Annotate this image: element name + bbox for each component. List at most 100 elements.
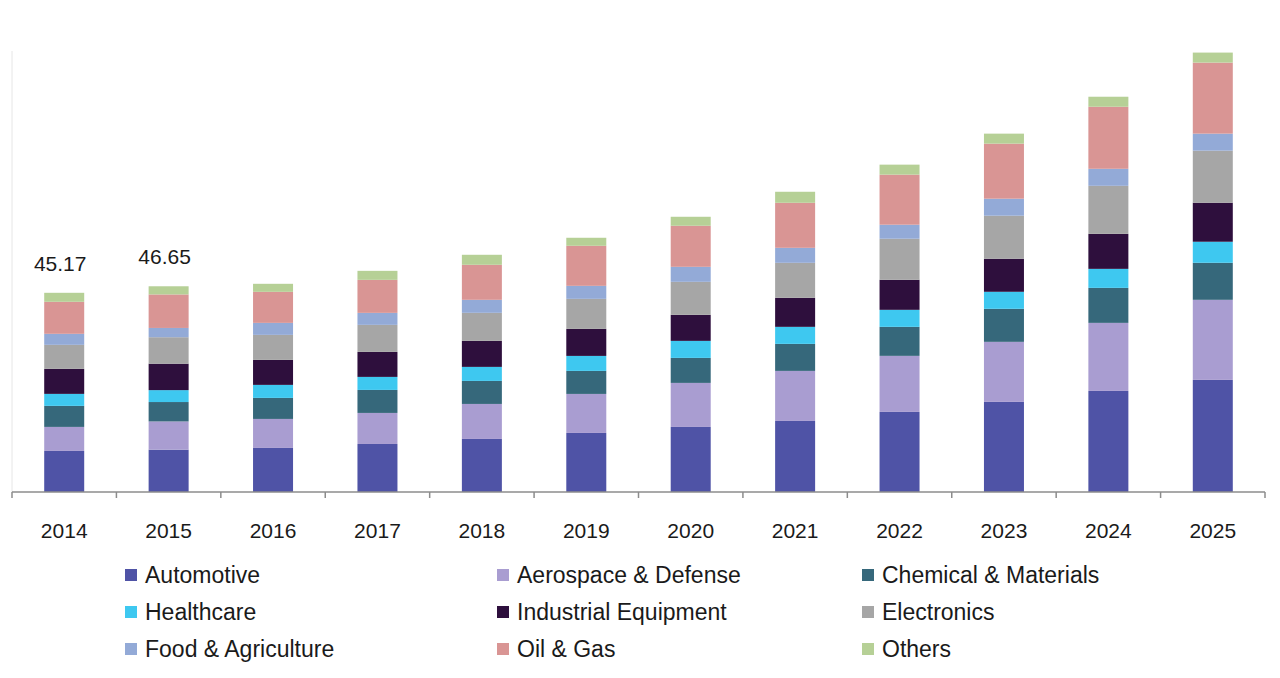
bar-segment [1193,300,1233,380]
bar-segment [671,217,711,226]
bar-segment [149,294,189,328]
bar-segment [253,448,293,492]
chart: 2014201520162017201820192020202120222023… [0,0,1280,678]
bar-segment [671,282,711,315]
bar-segment [984,402,1024,492]
bar-segment [149,337,189,363]
bar-segment [357,390,397,413]
bar-segment [566,371,606,394]
legend-label: Industrial Equipment [517,599,727,625]
bar-segment [880,239,920,280]
bar-segment [253,323,293,335]
bar-segment [462,367,502,381]
bar-segment [44,369,84,394]
bar-segment [984,259,1024,292]
x-tick-label: 2021 [772,519,819,542]
x-tick-label: 2017 [354,519,401,542]
bar-segment [1193,134,1233,151]
bar-segment [1193,53,1233,63]
x-tick [220,492,222,498]
y-axis-range-line [12,51,13,492]
bar-segment [44,345,84,369]
bar-segment [984,292,1024,309]
bar-segment [566,246,606,286]
bar-segment [1088,288,1128,323]
bar-segment [149,450,189,492]
bar-segment [149,286,189,294]
bar-segment [671,315,711,341]
bar-segment [1088,107,1128,169]
x-tick [847,492,849,498]
bar-segment [880,327,920,356]
bar-segment [984,144,1024,199]
bar-segment [775,203,815,248]
legend-label: Aerospace & Defense [517,562,741,588]
bar-segment [1193,151,1233,203]
bar-segment [357,271,397,280]
x-tick [1160,492,1162,498]
bar-segment [149,390,189,402]
legend-label: Automotive [145,562,260,588]
bar-segment [462,341,502,367]
bar-segment [44,394,84,406]
x-tick [742,492,744,498]
bar-segment [566,329,606,356]
bar-segment [566,238,606,246]
legend-swatch [862,569,874,581]
bar-segment [984,342,1024,402]
bar-segment [566,356,606,371]
bar-segment [1193,203,1233,242]
legend-swatch [125,569,137,581]
x-tick-label: 2025 [1189,519,1236,542]
x-tick-label: 2019 [563,519,610,542]
bar-segment [880,310,920,327]
bar-segment [357,313,397,325]
x-tick [1264,492,1266,498]
x-tick [11,492,13,498]
bar-segment [462,404,502,439]
bar-segment [671,427,711,492]
legend-swatch [862,643,874,655]
bar-segment [44,451,84,492]
x-tick [638,492,640,498]
legend-swatch [497,569,509,581]
bar-segment [1088,269,1128,288]
bar-segment [880,356,920,412]
x-tick-label: 2014 [41,519,88,542]
legend-swatch [862,606,874,618]
bar-segment [671,341,711,358]
legend-swatch [125,606,137,618]
bar-segment [984,216,1024,259]
x-tick-label: 2015 [145,519,192,542]
bar-segment [775,263,815,298]
bar-segment [357,352,397,377]
x-tick-label: 2016 [250,519,297,542]
bar-segment [253,419,293,448]
bar-segment [44,406,84,427]
bar-segment [44,293,84,302]
bar-segment [149,402,189,421]
bar-segment [149,328,189,337]
bar-segment [462,255,502,265]
bar-segment [149,364,189,390]
bar-segment [1088,234,1128,269]
x-tick-label: 2018 [459,519,506,542]
bar-segment [44,334,84,345]
bar-segment [357,377,397,390]
legend-label: Food & Agriculture [145,636,334,662]
bar-segment [357,413,397,444]
bar-segment [880,165,920,175]
bar-segment [566,394,606,433]
legend-label: Electronics [882,599,994,625]
bar-segment [1193,380,1233,492]
x-tick [533,492,535,498]
bar-segment [880,280,920,310]
legend-swatch [125,643,137,655]
annotation: 46.65 [138,245,191,268]
x-tick [429,492,431,498]
bar-segment [775,298,815,327]
bar-segment [1088,97,1128,107]
bar-segment [357,280,397,313]
bar-segment [462,313,502,341]
legend-swatch [497,643,509,655]
